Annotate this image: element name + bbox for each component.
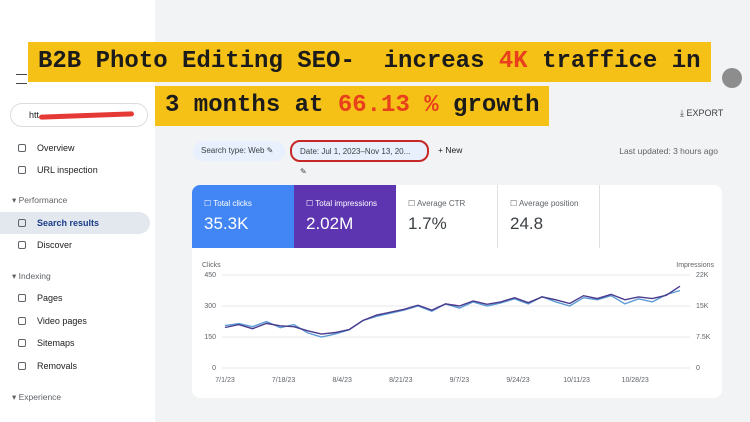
last-updated: Last updated: 3 hours ago bbox=[619, 146, 718, 156]
metric-value: 35.3K bbox=[204, 214, 249, 233]
y2-tick-label: 15K bbox=[696, 303, 709, 310]
nav-item[interactable]: Pages bbox=[0, 287, 150, 309]
series-line bbox=[224, 289, 681, 338]
y2-tick-label: 22K bbox=[696, 272, 709, 279]
nav-section: ▾ Indexing bbox=[12, 271, 51, 281]
nav-item[interactable]: Sitemaps bbox=[0, 332, 150, 354]
x-tick-label: 10/11/23 bbox=[563, 377, 590, 384]
checkbox: ☐ bbox=[408, 199, 417, 208]
x-tick-label: 10/28/23 bbox=[622, 377, 649, 384]
nav-label: Video pages bbox=[37, 316, 87, 326]
new-filter[interactable]: + New bbox=[438, 145, 463, 155]
checkbox: ☐ bbox=[204, 199, 214, 208]
y2-axis-title: Impressions bbox=[676, 262, 714, 269]
y-tick-label: 450 bbox=[204, 272, 216, 279]
nav-item[interactable]: Search results bbox=[0, 212, 150, 234]
filter-chip[interactable]: Search type: Web ✎ bbox=[193, 141, 285, 161]
highlight: 66.13 % bbox=[337, 92, 439, 119]
nav-item[interactable]: Video pages bbox=[0, 310, 150, 332]
export-label: EXPORT bbox=[686, 108, 724, 118]
nav-item[interactable]: Discover bbox=[0, 234, 150, 256]
nav-label: URL inspection bbox=[37, 165, 98, 175]
text: 3 months at bbox=[165, 92, 338, 119]
highlight: 4K bbox=[498, 48, 528, 75]
nav-item[interactable]: Overview bbox=[0, 137, 150, 159]
banner-line: 3 months at 66.13 % growth bbox=[155, 86, 550, 126]
metric-card[interactable]: ☐ Total impressions 2.02M bbox=[294, 185, 396, 248]
nav-label: Removals bbox=[37, 361, 78, 371]
series-line bbox=[224, 285, 681, 335]
metric-value: 2.02M bbox=[306, 214, 354, 233]
nav-item[interactable]: URL inspection bbox=[0, 159, 150, 181]
nav-icon bbox=[18, 362, 26, 370]
metric-row: ☐ Average CTR bbox=[408, 199, 497, 208]
metric-card[interactable]: ☐ Average position 24.8 bbox=[498, 185, 600, 248]
metric-row: ☐ Total clicks bbox=[204, 199, 294, 208]
property-selector[interactable]: htt bbox=[10, 103, 148, 127]
export-button[interactable]: ⤓ EXPORT bbox=[680, 108, 724, 118]
nav-icon bbox=[18, 241, 26, 249]
new-label: New bbox=[445, 145, 463, 155]
text: B2B Photo Editing SEO- increas bbox=[38, 48, 499, 75]
x-tick-label: 8/21/23 bbox=[389, 377, 412, 384]
chip-label: Date: Jul 1, 2023–Nov 13, 20... bbox=[300, 147, 411, 156]
nav-label: Pages bbox=[37, 293, 63, 303]
nav-icon bbox=[18, 219, 26, 227]
y-tick-label: 0 bbox=[212, 365, 216, 372]
nav-icon bbox=[18, 339, 26, 347]
y2-tick-label: 7.5K bbox=[696, 334, 711, 341]
y-axis-title: Clicks bbox=[202, 262, 221, 269]
text: growth bbox=[438, 92, 540, 119]
chip-label: Search type: Web bbox=[201, 146, 265, 155]
filter-chip[interactable]: Date: Jul 1, 2023–Nov 13, 20... ✎ bbox=[290, 140, 429, 176]
text: traffice in bbox=[527, 48, 701, 75]
nav-icon bbox=[18, 166, 26, 174]
nav-icon bbox=[18, 294, 26, 302]
banner-line: B2B Photo Editing SEO- increas 4K traffi… bbox=[28, 42, 711, 82]
x-tick-label: 7/18/23 bbox=[272, 377, 295, 384]
nav-label: Discover bbox=[37, 240, 73, 250]
nav-icon bbox=[18, 144, 26, 152]
y-tick-label: 150 bbox=[204, 334, 216, 341]
nav-label: Overview bbox=[37, 143, 75, 153]
metric-value: 1.7% bbox=[408, 214, 447, 233]
nav-label: Sitemaps bbox=[37, 338, 75, 348]
metric-card[interactable]: ☐ Total clicks 35.3K bbox=[192, 185, 294, 248]
nav-item[interactable]: Removals bbox=[0, 355, 150, 377]
nav-label: Search results bbox=[37, 218, 100, 228]
metric-label: Average CTR bbox=[416, 199, 466, 208]
metric-label: Total impressions bbox=[315, 199, 378, 208]
checkbox: ☐ bbox=[510, 199, 519, 208]
metric-row: ☐ Total impressions bbox=[306, 199, 396, 208]
metric-label: Total clicks bbox=[213, 199, 252, 208]
nav-section: ▾ Performance bbox=[12, 195, 68, 205]
nav-icon bbox=[18, 317, 26, 325]
x-tick-label: 7/1/23 bbox=[215, 377, 235, 384]
checkbox: ☐ bbox=[306, 199, 316, 208]
property: htt bbox=[29, 110, 40, 120]
x-tick-label: 9/7/23 bbox=[450, 377, 470, 384]
x-tick-label: 9/24/23 bbox=[506, 377, 529, 384]
metric-card[interactable]: ☐ Average CTR 1.7% bbox=[396, 185, 498, 248]
y-tick-label: 300 bbox=[204, 303, 216, 310]
metric-value: 24.8 bbox=[510, 214, 544, 233]
y2-tick-label: 0 bbox=[696, 365, 700, 372]
x-tick-label: 8/4/23 bbox=[332, 377, 352, 384]
metric-row: ☐ Average position bbox=[510, 199, 599, 208]
nav-section: ▾ Experience bbox=[12, 392, 62, 402]
menu-icon[interactable] bbox=[16, 74, 27, 84]
metric-label: Average position bbox=[518, 199, 579, 208]
avatar[interactable] bbox=[722, 68, 742, 88]
